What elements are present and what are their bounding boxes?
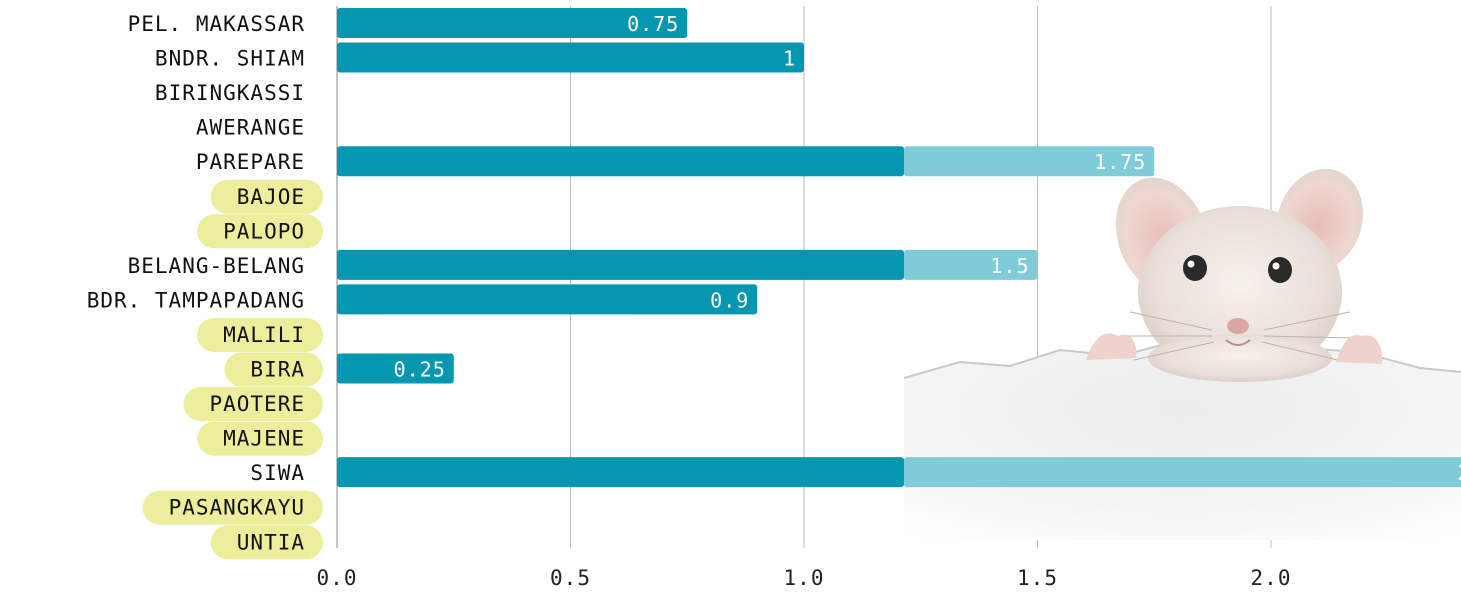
- category-label: AWERANGE: [196, 116, 305, 140]
- category-highlight: [197, 421, 323, 456]
- category-label: BAJOE: [237, 185, 305, 209]
- category-highlight: [183, 387, 323, 422]
- category-label: BNDR. SHIAM: [155, 47, 305, 71]
- category-label: UNTIA: [237, 530, 305, 554]
- x-tick-label: 1.0: [784, 566, 825, 590]
- category-label: BIRA: [250, 358, 305, 382]
- bar-value-label: 2.5: [1457, 461, 1461, 485]
- category-label: BIRINGKASSI: [155, 81, 305, 105]
- category-label: MAJENE: [223, 427, 305, 451]
- bar-value-labels: 0.75 1 1.75 1.5 0.9 0.25 2.5: [394, 12, 1461, 485]
- bar-value-label: 0.75: [627, 12, 679, 36]
- category-highlight: [210, 525, 323, 560]
- category-highlight: [224, 352, 323, 387]
- bar-value-label: 1.75: [1094, 150, 1146, 174]
- bar-value-label: 0.25: [394, 358, 446, 382]
- x-axis-ticks: 0.0 0.5 1.0 1.5 2.0: [317, 566, 1292, 590]
- category-highlight: [197, 214, 323, 249]
- category-label: PAREPARE: [196, 150, 305, 174]
- x-tick-label: 1.5: [1017, 566, 1058, 590]
- bar: [337, 249, 904, 280]
- category-highlights: [142, 179, 323, 560]
- category-label: MALILI: [223, 323, 305, 347]
- category-label: PALOPO: [223, 219, 305, 243]
- category-highlight: [210, 179, 323, 214]
- category-label: PAOTERE: [209, 392, 305, 416]
- bar: [337, 8, 688, 38]
- category-highlight: [197, 317, 323, 352]
- mouse-illustration: [903, 168, 1461, 540]
- category-label: SIWA: [250, 461, 305, 485]
- bar: [337, 457, 904, 488]
- bar: [337, 284, 758, 315]
- bar: [337, 42, 804, 73]
- bar-value-label: 1: [783, 47, 796, 71]
- bars: [337, 8, 1461, 488]
- x-tick-label: 0.0: [317, 566, 358, 590]
- bar-faded-segment: [904, 249, 1038, 280]
- bar: [337, 146, 904, 177]
- x-tick-label: 0.5: [550, 566, 591, 590]
- x-tick-label: 2.0: [1251, 566, 1292, 590]
- bar-value-label: 1.5: [990, 254, 1029, 278]
- category-labels: PEL. MAKASSAR BNDR. SHIAM BIRINGKASSI AWERA…: [87, 12, 305, 554]
- bar-value-label: 0.9: [710, 288, 749, 312]
- bar: [337, 353, 454, 384]
- category-label: PEL. MAKASSAR: [128, 12, 305, 36]
- bar-faded-segment: [904, 457, 1461, 488]
- category-label: BELANG-BELANG: [128, 254, 305, 278]
- category-label: PASANGKAYU: [169, 496, 305, 520]
- category-label: BDR. TAMPAPADANG: [87, 288, 305, 312]
- category-highlight: [142, 490, 323, 525]
- bar-faded-segment: [904, 146, 1155, 177]
